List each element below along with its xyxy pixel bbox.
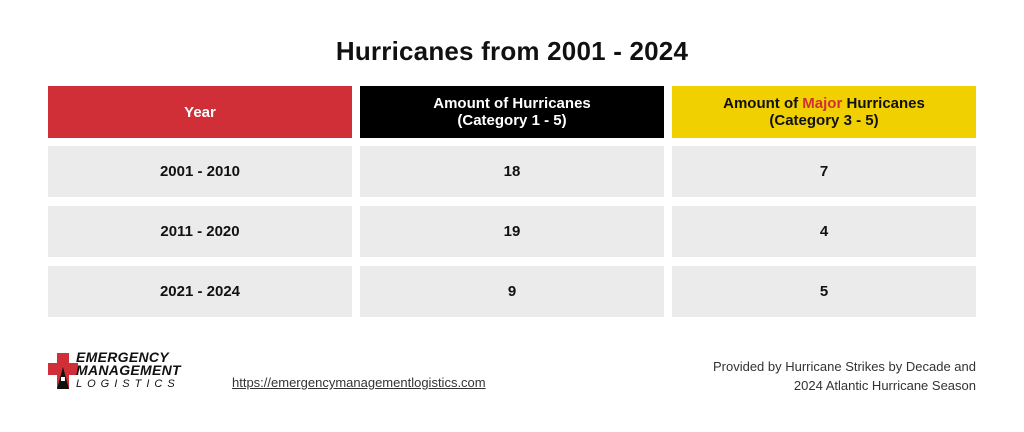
year-cell: 2021 - 2024 (48, 266, 352, 317)
header-major-line1: Amount of Major Hurricanes (723, 95, 925, 112)
hurricanes-cell: 18 (360, 146, 664, 197)
header-major-highlight: Major (802, 95, 843, 112)
year-cell: 2011 - 2020 (48, 206, 352, 257)
website-link[interactable]: https://emergencymanagementlogistics.com (232, 375, 486, 390)
logo-wordmark: EMERGENCY MANAGEMENT (76, 349, 181, 378)
header-major-prefix: Amount of (723, 95, 803, 112)
table-header-row: Year Amount of Hurricanes (Category 1 - … (48, 86, 976, 138)
logo-line-1: EMERGENCY (76, 349, 169, 365)
major-hurricanes-cell: 5 (672, 266, 976, 317)
logo-line-2: MANAGEMENT (76, 362, 181, 378)
logo-line-3: LOGISTICS (76, 378, 180, 390)
hurricanes-cell: 19 (360, 206, 664, 257)
major-hurricanes-cell: 7 (672, 146, 976, 197)
major-hurricanes-cell: 4 (672, 206, 976, 257)
header-major-hurricanes: Amount of Major Hurricanes (Category 3 -… (672, 86, 976, 138)
hurricanes-cell: 9 (360, 266, 664, 317)
company-logo: EMERGENCY MANAGEMENT LOGISTICS (48, 349, 218, 393)
header-year: Year (48, 86, 352, 138)
table-row: 2021 - 2024 9 5 (48, 266, 976, 317)
table-body: 2001 - 2010 18 7 2011 - 2020 19 4 2021 - 2024 9… (48, 146, 976, 326)
header-year-label: Year (184, 103, 216, 121)
year-cell: 2001 - 2010 (48, 146, 352, 197)
header-major-suffix: Hurricanes (842, 95, 925, 112)
header-hurricanes-line1: Amount of Hurricanes (433, 95, 591, 112)
table-row: 2011 - 2020 19 4 (48, 206, 976, 257)
source-credit-line-1: Provided by Hurricane Strikes by Decade … (712, 359, 976, 374)
header-hurricanes-line2: (Category 1 - 5) (457, 112, 567, 129)
source-credit-line-2: 2024 Atlantic Hurricane Season (793, 378, 976, 393)
header-major-line2: (Category 3 - 5) (769, 112, 879, 129)
table-row: 2001 - 2010 18 7 (48, 146, 976, 197)
header-hurricanes: Amount of Hurricanes (Category 1 - 5) (360, 86, 664, 138)
page-title: Hurricanes from 2001 - 2024 (335, 36, 689, 66)
logo-cross-icon (48, 353, 78, 389)
source-credit: Provided by Hurricane Strikes by Decade … (713, 357, 976, 395)
